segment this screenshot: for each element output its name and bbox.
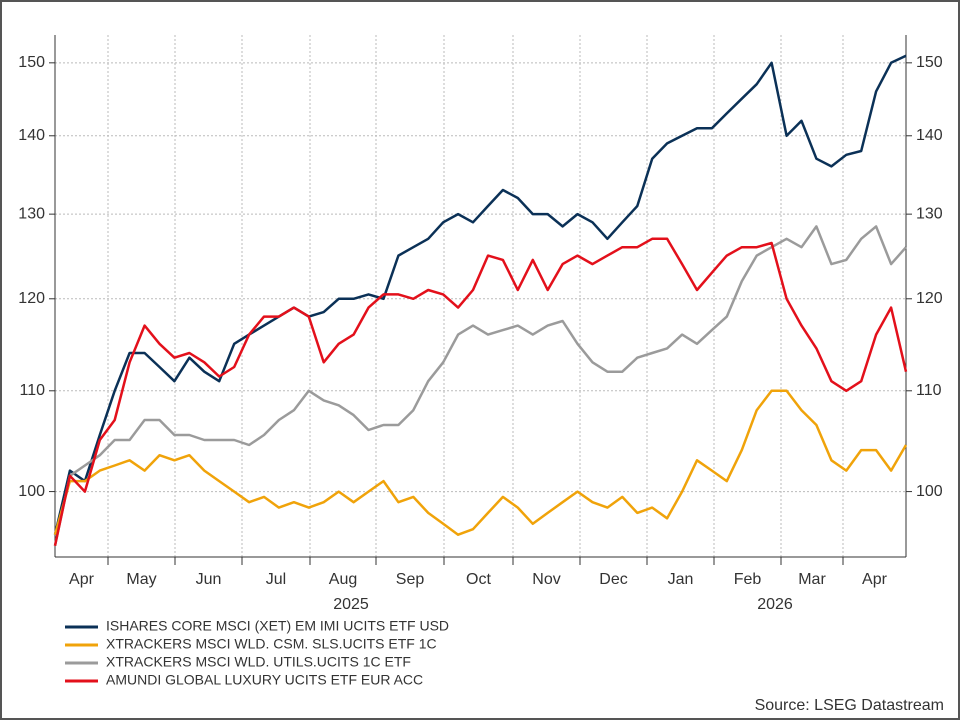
legend-label: XTRACKERS MSCI WLD. UTILS.UCITS 1C ETF (106, 654, 411, 670)
x-tick-label: Aug (329, 571, 357, 588)
x-tick-label: Sep (396, 571, 425, 588)
x-tick-label: Mar (798, 571, 826, 588)
x-tick-label: Apr (69, 571, 95, 588)
y-tick-label: 120 (18, 290, 45, 307)
series-line (53, 389, 908, 536)
legend-label: XTRACKERS MSCI WLD. CSM. SLS.UCITS ETF 1… (106, 636, 437, 652)
x-tick-label: Jun (196, 571, 222, 588)
y2-tick-label: 150 (916, 54, 943, 71)
y-tick-label: 150 (18, 54, 45, 71)
series-line (53, 237, 908, 547)
series-line (53, 54, 907, 535)
y2-tick-label: 140 (916, 127, 943, 144)
y2-tick-label: 120 (916, 290, 943, 307)
x-tick-label: Oct (466, 571, 491, 588)
series-line (53, 225, 907, 547)
x-tick-label: May (126, 571, 156, 588)
y-tick-label: 110 (19, 382, 45, 399)
source: Source: LSEG Datastream (755, 697, 944, 714)
year-label: 2026 (757, 596, 793, 613)
x-tick-label: Feb (734, 571, 762, 588)
year-label: 2025 (333, 596, 369, 613)
x-tick-label: Jan (668, 571, 694, 588)
x-tick-label: Jul (266, 571, 286, 588)
y2-tick-label: 130 (916, 205, 943, 222)
legend-label: ISHARES CORE MSCI (XET) EM IMI UCITS ETF… (106, 618, 449, 634)
x-tick-label: Dec (599, 571, 627, 588)
y-tick-label: 100 (18, 483, 45, 500)
y-tick-label: 130 (18, 205, 45, 222)
y2-tick-label: 110 (916, 382, 942, 399)
legend-label: AMUNDI GLOBAL LUXURY UCITS ETF EUR ACC (106, 672, 423, 688)
y2-tick-label: 100 (916, 483, 943, 500)
y-tick-label: 140 (18, 127, 45, 144)
x-tick-label: Nov (532, 571, 560, 588)
x-tick-label: Apr (862, 571, 888, 588)
